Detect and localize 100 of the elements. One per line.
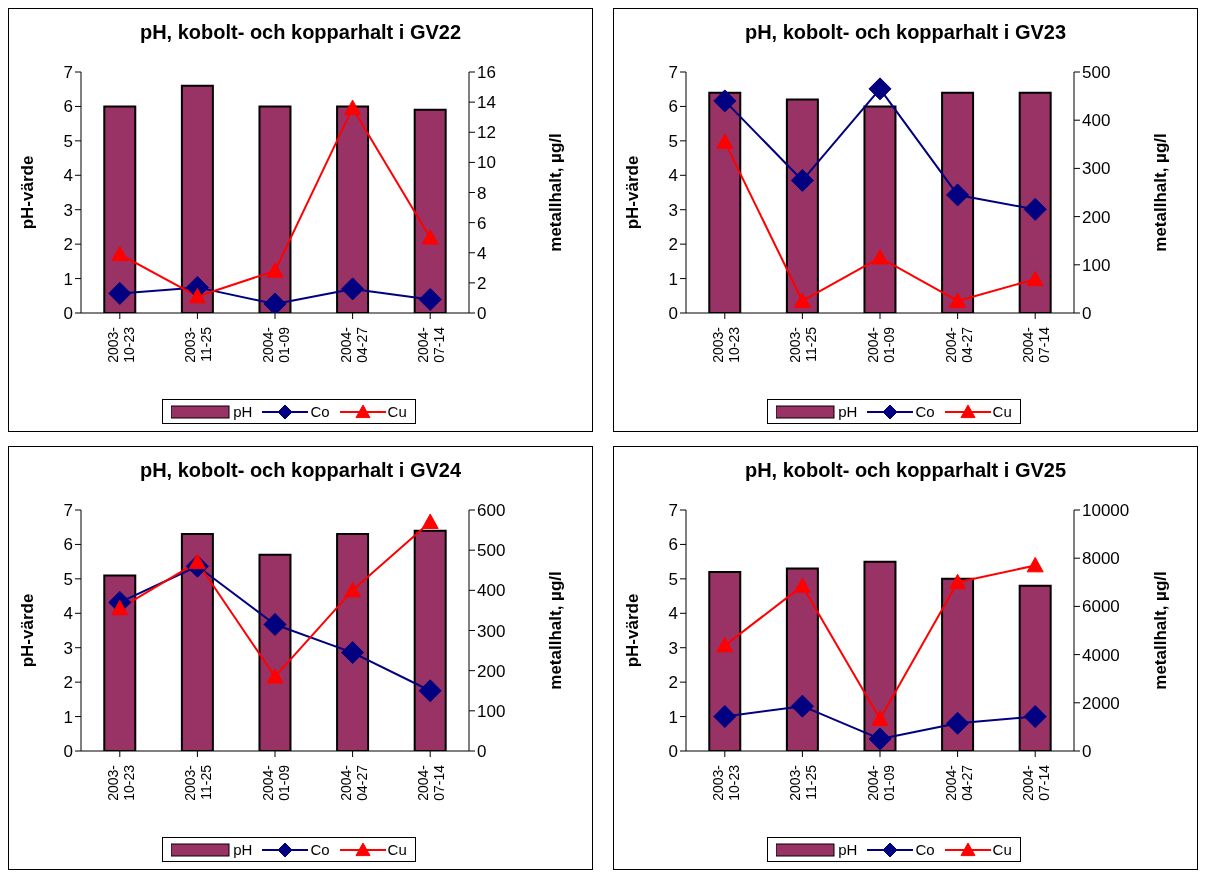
x-tick-label: 2003-10-23 xyxy=(709,764,742,801)
y-tick-label: 2 xyxy=(668,235,678,255)
x-tick-label: 2004-04-27 xyxy=(942,326,975,363)
y2-tick-label: 2000 xyxy=(1082,693,1120,713)
x-tick-label: 2004-04-27 xyxy=(337,326,370,363)
y-tick-label: 2 xyxy=(63,673,73,693)
y-tick-label: 7 xyxy=(63,501,73,521)
point xyxy=(713,89,737,113)
point xyxy=(949,573,967,590)
y-tick-label: 0 xyxy=(668,304,678,324)
y2-tick-label: 10 xyxy=(477,153,496,173)
y-tick-label: 5 xyxy=(63,131,73,151)
point xyxy=(111,245,129,262)
y-tick-label: 3 xyxy=(63,638,73,658)
point xyxy=(1023,197,1047,221)
legend-label: Co xyxy=(310,403,330,420)
y2-tick-label: 16 xyxy=(477,63,496,83)
y-tick-label: 0 xyxy=(63,742,73,762)
point xyxy=(790,694,814,718)
x-tick-label: 2004-04-27 xyxy=(942,764,975,801)
y-tick-label: 7 xyxy=(63,63,73,83)
point xyxy=(871,710,889,726)
x-tick-label: 2003-10-23 xyxy=(104,764,137,801)
y2-tick-label: 400 xyxy=(1082,111,1111,131)
point xyxy=(949,292,967,308)
y-tick-label: 1 xyxy=(668,707,678,727)
y2-axis-title: metallhalt, µg/l xyxy=(546,571,566,690)
y-tick-label: 2 xyxy=(63,235,73,255)
y2-tick-label: 12 xyxy=(477,123,496,143)
y-tick-label: 5 xyxy=(63,569,73,589)
x-tick-label: 2004-07-14 xyxy=(1020,326,1053,363)
x-tick-label: 2003-11-25 xyxy=(182,764,215,801)
y2-tick-label: 500 xyxy=(1082,63,1111,83)
y2-axis-title: metallhalt, µg/l xyxy=(1151,133,1171,252)
legend-label: Co xyxy=(915,403,935,420)
y2-tick-label: 300 xyxy=(477,621,506,641)
chart-title: pH, kobolt- och kopparhalt i GV24 xyxy=(138,459,463,482)
point xyxy=(108,281,132,305)
y2-tick-label: 6 xyxy=(477,213,487,233)
y2-tick-label: 200 xyxy=(477,661,506,681)
y-tick-label: 0 xyxy=(668,742,678,762)
y-tick-label: 7 xyxy=(668,501,678,521)
x-tick-label: 2003-11-25 xyxy=(787,764,820,801)
point xyxy=(418,679,442,703)
legend-label: pH xyxy=(838,403,858,420)
y-tick-label: 6 xyxy=(63,535,73,555)
y2-tick-label: 0 xyxy=(477,742,487,762)
point xyxy=(344,99,362,116)
y2-tick-label: 8 xyxy=(477,183,487,203)
y2-tick-label: 10000 xyxy=(1082,501,1130,521)
x-tick-label: 2003-10-23 xyxy=(104,326,137,363)
point xyxy=(716,636,734,653)
point xyxy=(344,581,362,598)
y2-tick-label: 0 xyxy=(477,304,487,324)
point xyxy=(341,641,365,665)
x-tick-label: 2004-01-09 xyxy=(260,326,292,363)
y2-axis-title: metallhalt, µg/l xyxy=(1151,571,1171,690)
legend-label: Cu xyxy=(387,403,407,420)
chart-title: pH, kobolt- och kopparhalt i GV25 xyxy=(743,459,1068,482)
point xyxy=(793,292,811,308)
point xyxy=(793,577,811,593)
point xyxy=(868,77,892,101)
legend-label: Cu xyxy=(992,841,1012,858)
x-tick-label: 2004-07-14 xyxy=(415,764,448,801)
y-tick-label: 2 xyxy=(668,673,678,693)
x-tick-label: 2003-11-25 xyxy=(182,326,215,363)
chart-title: pH, kobolt- och kopparhalt i GV22 xyxy=(138,21,463,44)
point xyxy=(716,133,734,149)
point xyxy=(1026,270,1044,287)
legend-label: pH xyxy=(233,841,253,858)
y-tick-label: 4 xyxy=(668,604,678,624)
x-tick-label: 2003-11-25 xyxy=(787,326,820,363)
y2-tick-label: 2 xyxy=(477,273,487,293)
point xyxy=(868,727,892,751)
y-axis-title: pH-värde xyxy=(623,593,643,668)
point xyxy=(1023,705,1047,729)
x-tick-label: 2004-01-09 xyxy=(260,764,292,801)
y-tick-label: 0 xyxy=(63,304,73,324)
y2-tick-label: 500 xyxy=(477,541,506,561)
y-tick-label: 4 xyxy=(668,166,678,186)
y2-tick-label: 100 xyxy=(477,701,506,721)
y2-tick-label: 600 xyxy=(477,501,506,521)
point xyxy=(418,287,442,311)
y-axis-title: pH-värde xyxy=(623,155,643,230)
x-tick-label: 2004-07-14 xyxy=(1020,764,1053,801)
y-tick-label: 1 xyxy=(63,269,73,289)
y-tick-label: 1 xyxy=(668,269,678,289)
x-tick-label: 2004-04-27 xyxy=(337,764,370,801)
y-tick-label: 7 xyxy=(668,63,678,83)
point xyxy=(111,599,129,616)
x-tick-label: 2004-01-09 xyxy=(865,764,897,801)
legend-label: Co xyxy=(915,841,935,858)
y2-tick-label: 300 xyxy=(1082,159,1111,179)
point xyxy=(421,513,439,529)
y2-tick-label: 400 xyxy=(477,581,506,601)
y-tick-label: 5 xyxy=(668,131,678,151)
y-tick-label: 6 xyxy=(63,97,73,117)
y2-tick-label: 0 xyxy=(1082,304,1092,324)
y-tick-label: 1 xyxy=(63,707,73,727)
legend-label: Co xyxy=(310,841,330,858)
